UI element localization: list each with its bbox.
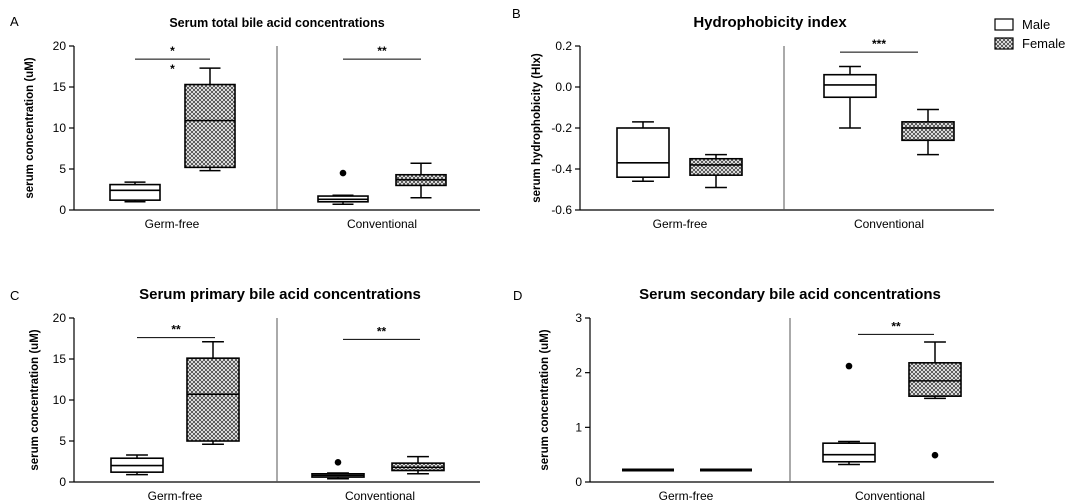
- panel-d-box-conventional-male-outlier: [845, 362, 853, 370]
- panel-a-box-conventional-female: [395, 162, 447, 199]
- panel-c-y-tick-label: 0: [59, 475, 66, 489]
- panel-b-y-tick-label: -0.2: [551, 121, 572, 135]
- panel-c-category-label: Conventional: [345, 489, 415, 502]
- panel-c-y-label: serum concentration (uM): [29, 329, 41, 470]
- panel-d-letter: D: [513, 288, 522, 303]
- panel-c-box-conventional-male-outlier: [334, 459, 342, 466]
- panel-a-y-tick-label: 15: [53, 80, 67, 94]
- panel-b-category-label: Germ-free: [653, 217, 708, 231]
- panel-c: C Serum primary bile acid concentrations 0…: [10, 286, 480, 502]
- panel-b-box-germfree-male: [616, 121, 670, 183]
- panel-c-box-conventional-female: [391, 455, 445, 475]
- panel-a-title: Serum total bile acid concentrations: [169, 16, 384, 30]
- panel-a-box-conventional-male: [317, 169, 369, 206]
- panel-b-title: Hydrophobicity index: [693, 14, 847, 31]
- panel-d-box-conventional-female-iqr: [908, 362, 962, 397]
- panel-b-box-germfree-male-iqr: [616, 127, 670, 179]
- panel-c-y-tick-label: 10: [53, 393, 67, 407]
- panel-a-box-germfree-female: [184, 67, 236, 172]
- panel-b-box-conventional-male-iqr: [823, 73, 877, 99]
- panel-a-y-tick-label: 10: [53, 121, 67, 135]
- panel-b-y-label: serum hydrophobicity (HIx): [531, 53, 543, 203]
- panel-a-box-conventional-male-outlier: [339, 169, 347, 177]
- panel-a-y-tick-label: 20: [53, 39, 67, 53]
- panel-b-box-germfree-female: [689, 153, 743, 189]
- panel-d-y-label: serum concentration (uM): [539, 329, 551, 470]
- panel-d-y-tick-label: 1: [575, 420, 582, 434]
- panel-d: D Serum secondary bile acid concentration…: [513, 286, 994, 502]
- panel-d-box-conventional-female-outlier: [931, 451, 939, 459]
- panel-c-box-germfree-female: [186, 341, 240, 446]
- panel-b-y-tick-label: -0.4: [551, 162, 572, 176]
- panel-b-box-conventional-female-iqr: [901, 121, 955, 142]
- panel-a-category-label: Germ-free: [145, 217, 200, 231]
- panel-a-significance-label: *: [170, 62, 175, 76]
- panel-d-box-conventional-male: [822, 362, 876, 466]
- panel-b-letter: B: [512, 6, 521, 21]
- panel-b-significance-label: ***: [872, 37, 886, 51]
- panel-c-y-tick-label: 20: [53, 311, 67, 325]
- panel-d-title: Serum secondary bile acid concentrations: [639, 286, 941, 303]
- panel-c-category-label: Germ-free: [148, 489, 203, 502]
- panel-a-letter: A: [10, 14, 19, 29]
- panel-a-y-label: serum concentration (uM): [24, 57, 36, 198]
- panel-b-y-tick-label: 0.0: [555, 80, 572, 94]
- panel-c-y-tick-label: 15: [53, 352, 67, 366]
- panel-d-box-conventional-male-iqr: [822, 442, 876, 463]
- legend: Male Female: [994, 17, 1065, 51]
- panel-c-significance-label: **: [377, 324, 387, 338]
- panel-b-box-conventional-female: [901, 108, 955, 156]
- panel-a-significance-label: *: [170, 44, 175, 58]
- panel-d-y-tick-label: 3: [575, 311, 582, 325]
- panel-b-y-tick-label: -0.6: [551, 203, 572, 217]
- panel-d-box-conventional-female: [908, 341, 962, 459]
- panel-a-y-tick-label: 5: [59, 162, 66, 176]
- panel-b-box-germfree-female-iqr: [689, 157, 743, 176]
- panel-c-title: Serum primary bile acid concentrations: [139, 286, 421, 303]
- panel-d-category-label: Conventional: [855, 489, 925, 502]
- panel-b: B Hydrophobicity index -0.6 -0.4 -0.2 0.0 0.2 s…: [512, 6, 994, 231]
- panel-a-significance-label: **: [377, 44, 387, 58]
- panel-d-significance-label: **: [891, 319, 901, 333]
- panel-b-y-tick-label: 0.2: [555, 39, 572, 53]
- legend-label-male: Male: [1022, 17, 1050, 32]
- panel-c-y-tick-label: 5: [59, 434, 66, 448]
- legend-swatch-female: [994, 37, 1014, 50]
- panel-a-box-germfree-male-iqr: [109, 183, 161, 201]
- panel-a-box-germfree-female-iqr: [184, 83, 236, 169]
- panel-c-box-conventional-male: [311, 459, 365, 480]
- panel-a-y-tick-label: 0: [59, 203, 66, 217]
- panel-c-box-germfree-male: [110, 454, 164, 476]
- panel-a: A Serum total bile acid concentrations 0 5 1…: [10, 14, 480, 231]
- panel-d-y-tick-label: 2: [575, 366, 582, 380]
- panel-a-box-germfree-male: [109, 181, 161, 203]
- panel-c-letter: C: [10, 288, 19, 303]
- legend-label-female: Female: [1022, 36, 1065, 51]
- panel-a-category-label: Conventional: [347, 217, 417, 231]
- panel-c-significance-label: **: [171, 323, 181, 337]
- panel-b-box-conventional-male: [823, 65, 877, 129]
- panel-d-category-label: Germ-free: [659, 489, 714, 502]
- legend-swatch-male: [994, 18, 1014, 31]
- panel-d-y-tick-label: 0: [575, 475, 582, 489]
- panel-c-box-germfree-female-iqr: [186, 357, 240, 442]
- panel-b-category-label: Conventional: [854, 217, 924, 231]
